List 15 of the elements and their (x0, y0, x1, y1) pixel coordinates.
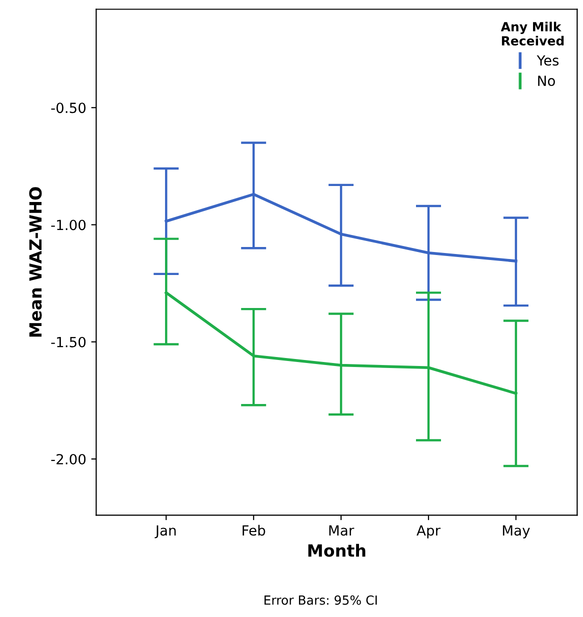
x-axis-title: Month (308, 544, 366, 557)
legend-label: No (538, 76, 555, 86)
y-tick-label: -1.00 (51, 220, 86, 230)
y-axis-title: Mean WAZ-WHO (29, 187, 42, 337)
text: Error Bars: 95% CI (264, 595, 377, 605)
y-tick-label: -1.50 (51, 336, 86, 348)
x-tick-label: Feb (242, 524, 266, 536)
x-tick-label: Jan (154, 525, 176, 538)
x-tick-label: May (502, 525, 530, 538)
x-tick-label: Mar (329, 525, 354, 536)
legend-label: Yes (536, 55, 559, 66)
x-tick-label: Apr (416, 525, 441, 538)
y-tick-label: -0.50 (51, 102, 86, 114)
legend-title: Any Milk Received (500, 22, 564, 46)
y-tick-label: -2.00 (51, 454, 86, 464)
